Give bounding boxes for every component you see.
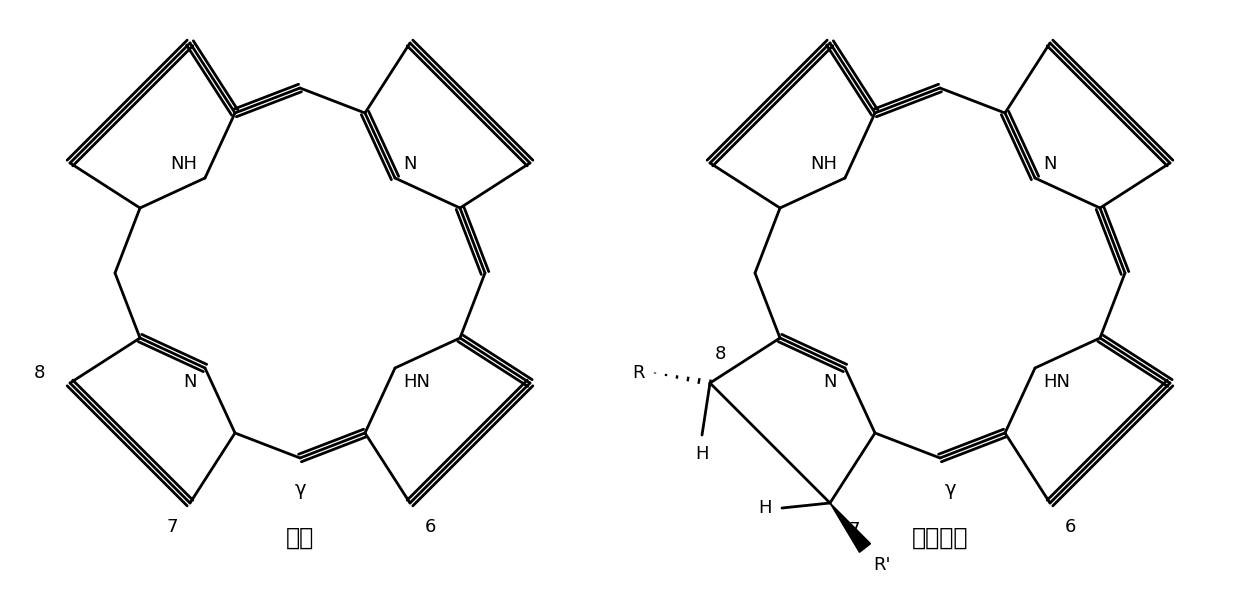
Text: NH: NH <box>170 155 197 173</box>
Text: HN: HN <box>1043 373 1070 391</box>
Text: γ: γ <box>294 480 306 499</box>
Text: 6: 6 <box>1064 518 1075 536</box>
Text: 二氮唷吿: 二氮唷吿 <box>912 526 968 550</box>
Polygon shape <box>830 503 871 552</box>
Text: HN: HN <box>403 373 430 391</box>
Text: 8: 8 <box>33 364 45 382</box>
Text: H: H <box>695 445 709 463</box>
Text: 7: 7 <box>166 518 177 536</box>
Text: R: R <box>632 364 646 382</box>
Text: NH: NH <box>810 155 838 173</box>
Text: N: N <box>824 373 838 391</box>
Text: H: H <box>758 499 772 517</box>
Text: R': R' <box>873 556 891 574</box>
Text: N: N <box>183 373 197 391</box>
Text: 唷吿: 唷吿 <box>286 526 315 550</box>
Text: N: N <box>1043 155 1057 173</box>
Text: 6: 6 <box>424 518 436 536</box>
Text: 7: 7 <box>847 521 860 539</box>
Text: 8: 8 <box>715 345 726 363</box>
Text: γ: γ <box>944 480 955 499</box>
Text: N: N <box>403 155 416 173</box>
